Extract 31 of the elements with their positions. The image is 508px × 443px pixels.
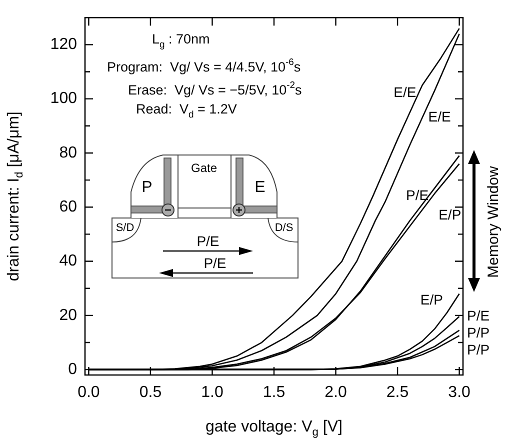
annotation: P/P [467,324,490,340]
y-tick-label: 80 [59,144,78,162]
x-tick-label: 0.5 [139,384,162,402]
x-tick-label: 2.0 [324,384,347,402]
annotation: P [142,179,152,196]
annotation: S/D [116,222,134,234]
x-tick-label: 3.0 [448,384,471,402]
text: Memory Window [485,166,502,278]
annotation: E/E [428,108,451,125]
annotation: P/E [467,307,490,324]
annotation: D/S [274,222,294,234]
annotation: P/E [196,233,220,249]
annotation: P/E [204,255,226,271]
x-tick-label: 0.0 [78,384,100,402]
y-tick-label: 0 [68,360,78,378]
x-tick-label: 1.5 [262,384,286,402]
y-tick-label: 40 [59,252,78,270]
x-tick-label: 1.0 [201,384,224,402]
annotation: E [254,179,266,196]
y-tick-label: 120 [50,36,78,54]
y-axis-title: drain current: Id [μA/μm] [5,112,26,282]
annotation: P/P [467,341,490,358]
annotation: P/E [406,187,429,204]
y-tick-label: 60 [59,198,78,216]
annotation: E/E [394,84,416,100]
annotation: Gate [190,161,218,175]
x-tick-label: 2.5 [386,384,409,402]
annotation: E/P [438,206,462,222]
y-tick-label: 100 [50,90,78,108]
y-tick-label: 20 [59,306,78,324]
annotation: E/P [420,292,443,308]
